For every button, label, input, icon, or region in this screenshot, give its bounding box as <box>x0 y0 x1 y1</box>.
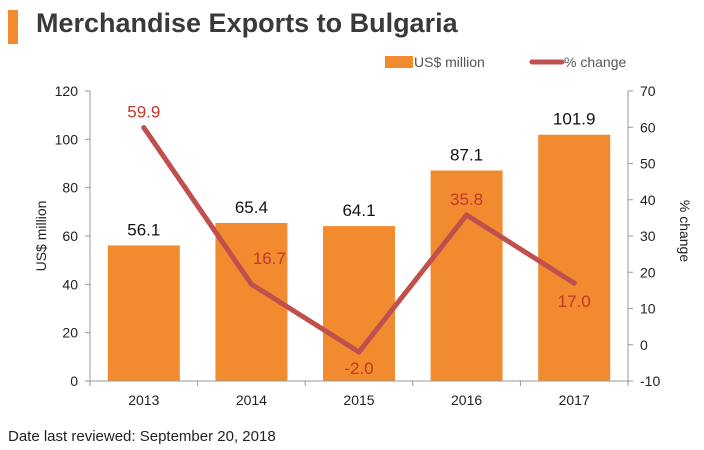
title-accent-bar <box>8 10 18 44</box>
legend-bar-swatch <box>385 56 413 68</box>
right-tick-label: 10 <box>640 301 656 317</box>
line-value-label: 59.9 <box>127 103 160 122</box>
right-tick-label: 70 <box>640 83 656 99</box>
bar-value-label: 65.4 <box>235 198 268 217</box>
line-series <box>141 125 577 355</box>
left-y-axis: 0 20 40 60 80 100 120 US$ million <box>33 83 91 389</box>
line-value-label: 16.7 <box>253 249 286 268</box>
bar-data-labels: 56.1 65.4 64.1 87.1 101.9 <box>127 110 595 240</box>
line-data-labels: 59.9 16.7 -2.0 35.8 17.0 <box>127 103 590 378</box>
bar <box>107 245 180 381</box>
left-tick-label: 120 <box>55 83 79 99</box>
right-tick-label: 0 <box>640 337 648 353</box>
x-tick-label: 2016 <box>451 392 482 408</box>
left-tick-label: 0 <box>70 373 78 389</box>
line-point <box>356 349 362 355</box>
line-point <box>464 212 470 218</box>
legend-bar-label: US$ million <box>414 54 485 70</box>
right-tick-label: 40 <box>640 192 656 208</box>
line-value-label: 35.8 <box>450 190 483 209</box>
line-value-label: 17.0 <box>558 292 591 311</box>
bar-value-label: 56.1 <box>127 220 160 239</box>
bar <box>430 170 503 381</box>
x-tick-label: 2014 <box>236 392 267 408</box>
legend: US$ million % change <box>385 54 626 70</box>
right-tick-label: 50 <box>640 156 656 172</box>
left-tick-label: 40 <box>62 276 78 292</box>
right-axis-title: % change <box>677 200 693 262</box>
line-value-label: -2.0 <box>344 359 373 378</box>
x-tick-label: 2013 <box>128 392 159 408</box>
line-point <box>571 280 577 286</box>
right-y-axis: -10 0 10 20 30 40 50 60 70 % change <box>627 83 693 389</box>
right-tick-label: 60 <box>640 119 656 135</box>
legend-line-label: % change <box>564 54 626 70</box>
x-axis: 2013 2014 2015 2016 2017 <box>89 380 629 408</box>
line-point <box>248 281 254 287</box>
page-title: Merchandise Exports to Bulgaria <box>36 8 458 38</box>
bar-value-label: 87.1 <box>450 146 483 165</box>
right-tick-label: -10 <box>640 373 660 389</box>
x-tick-label: 2017 <box>559 392 590 408</box>
bar <box>538 134 611 381</box>
left-tick-label: 80 <box>62 180 78 196</box>
line-point <box>141 125 147 131</box>
left-tick-label: 100 <box>55 131 79 147</box>
footnote: Date last reviewed: September 20, 2018 <box>8 428 276 445</box>
left-tick-label: 20 <box>62 325 78 341</box>
left-axis-title: US$ million <box>33 201 49 272</box>
right-tick-label: 30 <box>640 228 656 244</box>
bar <box>323 226 395 381</box>
bar-value-label: 101.9 <box>553 110 596 129</box>
bar-series <box>107 134 611 381</box>
x-tick-label: 2015 <box>343 392 374 408</box>
bar-value-label: 64.1 <box>342 201 375 220</box>
left-tick-label: 60 <box>62 228 78 244</box>
right-tick-label: 20 <box>640 264 656 280</box>
